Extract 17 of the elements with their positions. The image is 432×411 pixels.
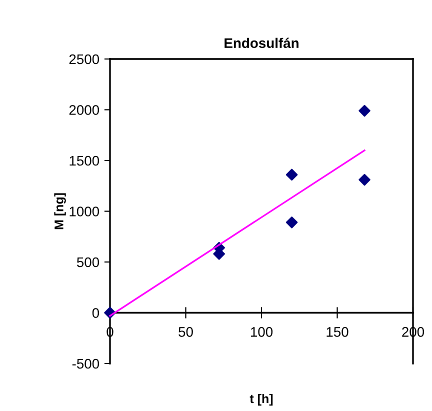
- y-tick-label: 0: [92, 308, 100, 318]
- y-tick-label: 1500: [70, 156, 100, 166]
- y-tick-label: 2500: [69, 54, 100, 64]
- x-tick-label: 100: [250, 327, 273, 337]
- y-axis-title: M [ng]: [54, 193, 66, 230]
- x-axis-title: t [h]: [250, 394, 273, 406]
- point: [286, 168, 298, 181]
- point: [358, 104, 370, 117]
- point: [286, 216, 298, 228]
- point: [358, 174, 370, 186]
- chart-title: Endosulfán: [224, 38, 298, 48]
- y-tick-label: 1000: [70, 206, 100, 216]
- y-tick-label: 2000: [69, 105, 100, 115]
- x-tick-label: 50: [178, 327, 193, 337]
- y-tick-label: 500: [76, 257, 100, 268]
- y-tick-label: -500: [72, 358, 100, 369]
- x-tick-label: 150: [326, 327, 348, 337]
